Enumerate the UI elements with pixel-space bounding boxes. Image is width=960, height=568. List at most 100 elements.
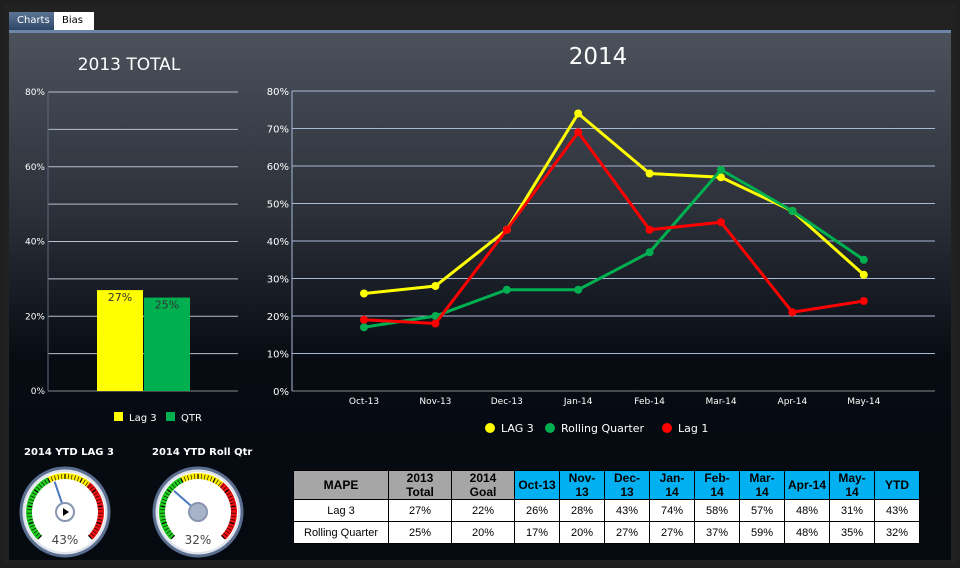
gauge-tick bbox=[27, 518, 33, 521]
gauge-tick bbox=[93, 492, 98, 496]
gauge-tick bbox=[89, 486, 94, 491]
gauge-tick bbox=[38, 484, 43, 489]
gauge-tick bbox=[84, 481, 89, 487]
gauge-tick bbox=[170, 534, 176, 540]
gauge-tick bbox=[33, 530, 38, 534]
gauge-tick bbox=[79, 477, 83, 483]
gauge-tick bbox=[169, 486, 174, 491]
gauge-tick bbox=[161, 521, 167, 525]
data-point-rolling-quarter bbox=[360, 323, 368, 332]
gauge-tick bbox=[57, 474, 60, 480]
left-chart-title: 2013 TOTAL bbox=[78, 55, 181, 75]
line-chart-title: 2014 bbox=[569, 44, 628, 70]
column-header: Nov-13 bbox=[559, 470, 605, 500]
play-icon bbox=[63, 508, 69, 516]
data-point-lag-3 bbox=[574, 109, 583, 118]
data-point-rolling-quarter bbox=[574, 285, 583, 294]
gauge-tick bbox=[164, 527, 170, 531]
legend-swatch bbox=[166, 412, 175, 421]
table-row: Rolling Quarter 25% 20% 17% 20% 27% 27% 37% 59% 4… bbox=[293, 521, 920, 544]
gauge-tick bbox=[95, 498, 101, 502]
gauge-tick bbox=[190, 474, 193, 480]
gauge-tick bbox=[174, 481, 179, 487]
data-point-lag-1 bbox=[502, 225, 511, 234]
gauge-tick bbox=[32, 492, 37, 496]
legend-label: LAG 3 bbox=[501, 422, 534, 435]
gauge-tick bbox=[41, 481, 46, 487]
x-tick-label: Oct-13 bbox=[349, 397, 379, 407]
table-cell: 20% bbox=[559, 521, 605, 544]
data-point-lag-3 bbox=[859, 270, 868, 279]
gauge-tick bbox=[92, 530, 97, 534]
column-header: 2014 Goal bbox=[451, 470, 515, 500]
column-header: 2013 Total bbox=[388, 470, 452, 500]
gauge-tick bbox=[70, 474, 73, 480]
column-header: Jan-14 bbox=[649, 470, 695, 500]
gauge-tick bbox=[163, 524, 168, 528]
gauge-tick bbox=[90, 532, 95, 537]
table-cell: 59% bbox=[739, 521, 785, 544]
bar-value-label: 27% bbox=[108, 291, 132, 304]
y-tick-label: 80% bbox=[25, 88, 45, 98]
table-cell: 25% bbox=[388, 521, 452, 544]
data-point-rolling-quarter bbox=[859, 255, 868, 264]
table-cell: 37% bbox=[694, 521, 740, 544]
x-tick-label: May-14 bbox=[847, 397, 880, 407]
gauge-tick bbox=[36, 486, 41, 491]
table-cell: 27% bbox=[388, 499, 452, 522]
gauge-tick bbox=[44, 479, 48, 485]
data-point-lag-3 bbox=[645, 169, 654, 178]
column-header: Feb-14 bbox=[694, 470, 740, 500]
column-header: Oct-13 bbox=[514, 470, 560, 500]
column-header: YTD bbox=[874, 470, 920, 500]
gauge-tick bbox=[166, 489, 172, 494]
x-tick-label: Jan-14 bbox=[563, 397, 593, 407]
data-point-rolling-quarter bbox=[645, 248, 654, 257]
gauge-tick bbox=[217, 481, 222, 487]
gauge-tick bbox=[87, 534, 93, 540]
gauge-tick bbox=[220, 534, 226, 540]
gauge-tick bbox=[163, 495, 169, 499]
table-cell: 57% bbox=[739, 499, 785, 522]
y-tick-label: 20% bbox=[25, 312, 45, 322]
tab-divider bbox=[9, 30, 951, 33]
tab-charts[interactable]: Charts bbox=[9, 12, 58, 30]
table-cell: 43% bbox=[874, 499, 920, 522]
gauge-tick bbox=[230, 518, 236, 521]
gauge-tick bbox=[160, 515, 166, 518]
table-cell: 27% bbox=[604, 521, 650, 544]
legend-label: Rolling Quarter bbox=[561, 422, 644, 435]
x-tick-label: Mar-14 bbox=[705, 397, 736, 407]
gauge-tick bbox=[212, 477, 216, 483]
gauge-title-lag3: 2014 YTD LAG 3 bbox=[24, 447, 114, 458]
table-cell: 35% bbox=[829, 521, 875, 544]
gauge-tick bbox=[73, 475, 76, 481]
data-point-rolling-quarter bbox=[717, 165, 725, 174]
gauge-tick bbox=[226, 527, 232, 531]
y-tick-label: 70% bbox=[267, 125, 289, 136]
legend-marker bbox=[662, 423, 672, 433]
bar-qtr bbox=[144, 297, 190, 391]
gauge-tick bbox=[97, 515, 103, 518]
data-point-lag-1 bbox=[574, 128, 583, 137]
bar-value-label: 25% bbox=[155, 299, 179, 312]
data-point-lag-1 bbox=[360, 315, 368, 324]
data-point-lag-1 bbox=[859, 297, 868, 305]
gauge-tick bbox=[97, 518, 103, 521]
table-cell: 17% bbox=[514, 521, 560, 544]
gauge-tick bbox=[35, 532, 40, 537]
data-point-lag-3 bbox=[360, 289, 368, 298]
gauge-tick bbox=[228, 498, 234, 502]
gauge-band bbox=[180, 473, 224, 488]
mape-table: MAPE 2013 Total 2014 Goal Oct-13 Nov-13 Dec-1… bbox=[293, 470, 920, 544]
gauge-hub bbox=[188, 502, 208, 522]
y-tick-label: 10% bbox=[267, 350, 289, 361]
data-point-lag-3 bbox=[431, 282, 440, 290]
x-tick-label: Nov-13 bbox=[419, 397, 451, 407]
table-cell: Rolling Quarter bbox=[293, 521, 389, 544]
tab-bias[interactable]: Bias bbox=[54, 12, 94, 30]
gauge-tick bbox=[162, 498, 168, 502]
series-line-rolling-quarter bbox=[363, 167, 865, 329]
table-cell: Lag 3 bbox=[293, 499, 389, 522]
gauge-tick bbox=[87, 484, 92, 489]
